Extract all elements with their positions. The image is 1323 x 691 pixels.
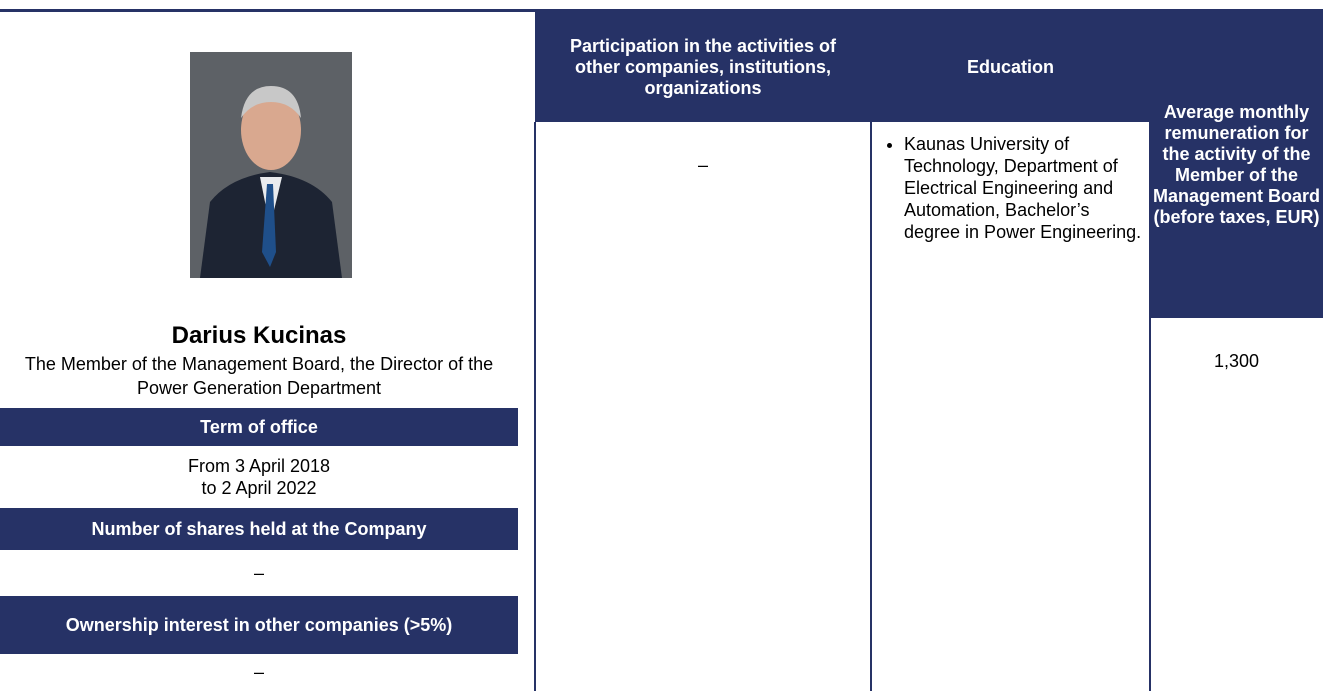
cell-value: –: [697, 155, 708, 175]
text-line: to 2 April 2022: [201, 478, 317, 498]
section-header: Ownership interest in other companies (>…: [0, 596, 518, 654]
education-list: Kaunas University of Technology, Departm…: [872, 133, 1142, 243]
column-border: [534, 122, 536, 691]
section-value: From 3 April 2018 to 2 April 2022: [0, 455, 518, 499]
section-header: Term of office: [0, 408, 518, 446]
column-header: Average monthly remuneration for the act…: [1150, 12, 1323, 318]
section-header: Number of shares held at the Company: [0, 508, 518, 550]
person-name: Darius Kucinas: [171, 322, 347, 349]
column-border: [870, 122, 872, 691]
text-line: From 3 April 2018: [187, 456, 331, 476]
column-header: Education: [871, 12, 1150, 122]
cell-value: 1,300: [1213, 351, 1260, 371]
person-position: The Member of the Management Board, the …: [24, 354, 494, 398]
photo: [190, 52, 352, 278]
column-header: Participation in the activities of other…: [535, 12, 871, 122]
section-value: –: [253, 662, 264, 682]
column-border: [1149, 122, 1151, 691]
top-border: [0, 9, 1323, 12]
education-item: Kaunas University of Technology, Departm…: [904, 133, 1142, 243]
section-value: –: [253, 563, 264, 583]
